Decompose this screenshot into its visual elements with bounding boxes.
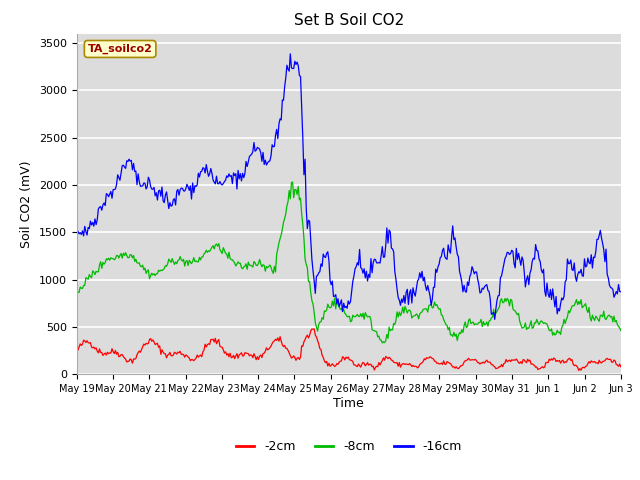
Legend: -2cm, -8cm, -16cm: -2cm, -8cm, -16cm [230,435,467,458]
Title: Set B Soil CO2: Set B Soil CO2 [294,13,404,28]
Y-axis label: Soil CO2 (mV): Soil CO2 (mV) [20,160,33,248]
Text: TA_soilco2: TA_soilco2 [88,44,152,54]
X-axis label: Time: Time [333,397,364,410]
